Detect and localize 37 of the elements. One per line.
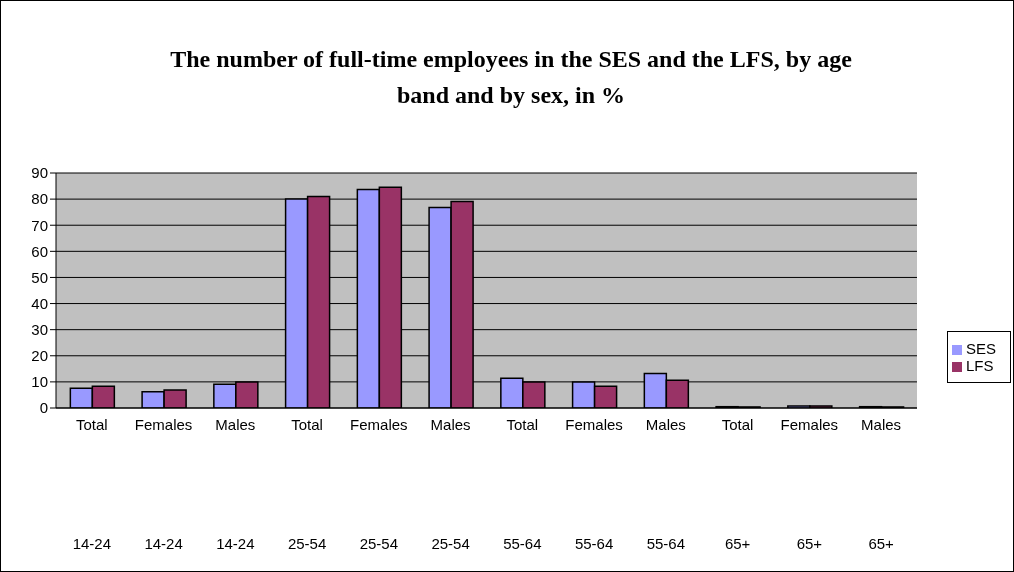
text: 14-24: [72, 535, 112, 552]
chart-title: The number of full-time employees in the SES and the LFS, by age band and by sex, in %: [169, 45, 853, 110]
text: 55-64: [646, 535, 686, 552]
text: 65+: [868, 535, 895, 552]
y-tick-label: 30: [31, 320, 48, 338]
y-tick-label: 90: [31, 164, 48, 182]
x-tick-label: Females: [780, 416, 839, 433]
x-tick-label: Females: [350, 416, 408, 433]
x-tick-label: Females: [134, 416, 193, 433]
text: 25-54: [431, 535, 470, 552]
text: 14-24: [216, 535, 255, 552]
y-tick-label: 60: [31, 242, 48, 260]
x-tick-label: Total: [76, 416, 108, 433]
text: 55-64: [503, 535, 542, 552]
y-tick-label: 40: [31, 294, 48, 312]
x-tick-label: Total: [721, 416, 754, 433]
text: 25-54: [359, 535, 399, 552]
text: 65+: [796, 535, 823, 552]
legend-label: SES: [965, 340, 996, 357]
y-tick-label: 80: [31, 190, 48, 208]
x-tick-label: Males: [645, 416, 686, 433]
x-tick-label: Males: [861, 416, 902, 433]
x-tick-label: Total: [506, 416, 539, 433]
y-tick-label: 50: [31, 268, 48, 286]
y-tick-label: 10: [31, 373, 48, 391]
text: 25-54: [287, 535, 327, 552]
text: 14-24: [144, 535, 183, 552]
y-tick-label: 0: [39, 399, 48, 417]
x-tick-label: Males: [215, 416, 256, 433]
y-tick-label: 70: [31, 216, 48, 234]
text: 65+: [724, 535, 751, 552]
x-tick-label: Males: [430, 416, 471, 433]
text: 55-64: [574, 535, 614, 552]
x-tick-label: Females: [565, 416, 623, 433]
legend-label: LFS: [965, 357, 994, 374]
y-tick-label: 20: [31, 347, 48, 365]
x-tick-label: Total: [291, 416, 323, 433]
